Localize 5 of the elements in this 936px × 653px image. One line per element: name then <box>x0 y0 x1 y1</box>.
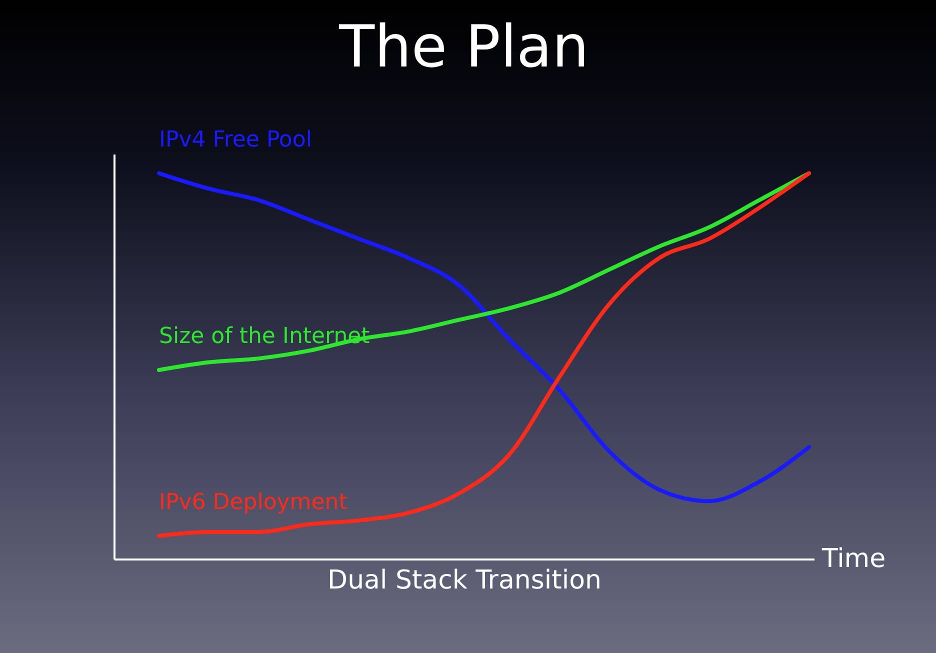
chart-title: The Plan <box>338 12 589 80</box>
series-label: IPv4 Free Pool <box>159 127 312 152</box>
series-label: IPv6 Deployment <box>159 490 348 515</box>
text: Time <box>821 544 886 574</box>
x-axis-title: Dual Stack Transition <box>328 566 602 596</box>
